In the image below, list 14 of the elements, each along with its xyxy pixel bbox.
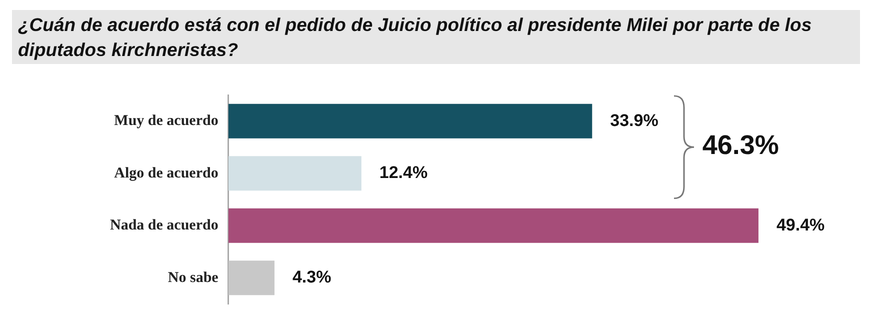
bar (228, 260, 274, 296)
data-label: 12.4% (379, 163, 428, 182)
chart-title: ¿Cuán de acuerdo está con el pedido de Juicio político al presidente Milei por parte de los diputados kirchneristas? (12, 10, 860, 64)
bar (228, 104, 592, 138)
data-label: 49.4% (776, 215, 825, 234)
bar (228, 156, 362, 191)
y-tick-label: Muy de acuerdo (114, 113, 218, 129)
data-label: 33.9% (610, 110, 658, 130)
data-label: 4.3% (292, 268, 332, 287)
y-tick-label: Algo de acuerdo (114, 165, 218, 182)
bar (228, 208, 758, 243)
y-tick-label: No sabe (168, 270, 219, 286)
annotation: 46.3% (702, 130, 779, 162)
y-tick-label: Nada de acuerdo (110, 218, 218, 234)
